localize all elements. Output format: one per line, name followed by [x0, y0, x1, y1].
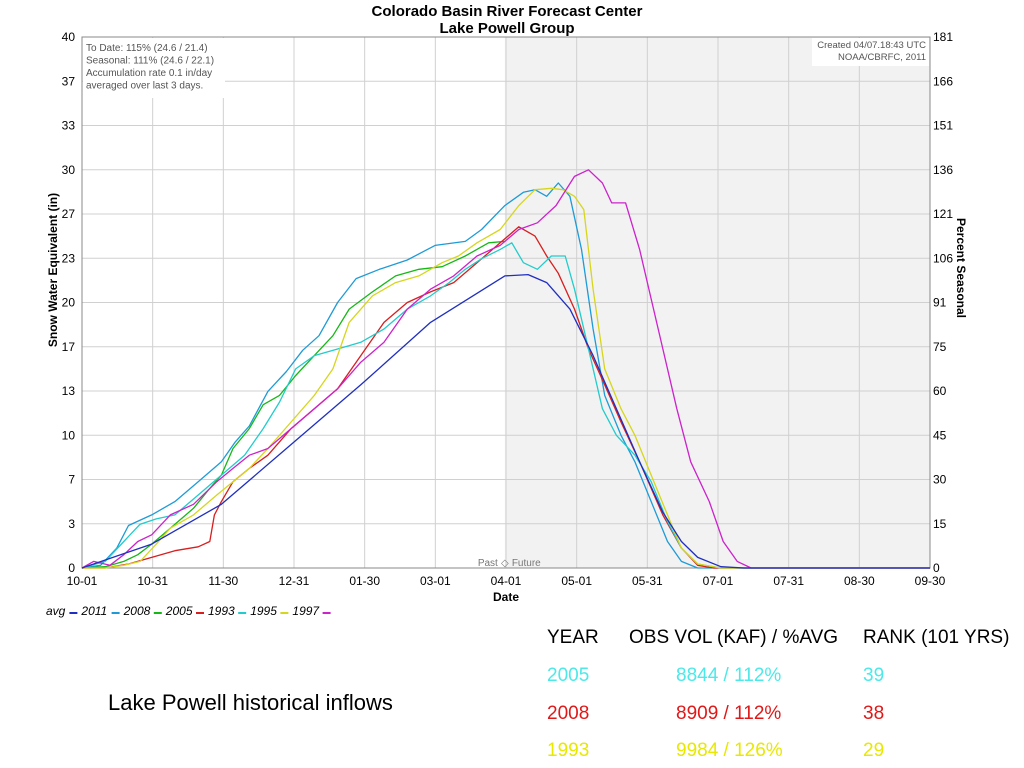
info-box-left: To Date: 115% (24.6 / 21.4) Seasonal: 111…	[83, 38, 225, 98]
series-line-2008	[81, 240, 505, 569]
info-left-line: To Date: 115% (24.6 / 21.4)	[86, 43, 208, 54]
series-line-2011	[81, 182, 930, 569]
x-tick-label: 11-30	[208, 574, 238, 588]
y2-tick-label: 75	[933, 340, 947, 354]
legend: avg 2011 2008 2005 1993 1995 1997	[46, 604, 331, 618]
info-left-line: Seasonal: 111% (24.6 / 22.1)	[86, 56, 214, 67]
y2-tick-label: 181	[933, 30, 953, 44]
past-future-marker: ◇	[501, 558, 509, 569]
table-cell-year: 2008	[547, 703, 590, 724]
y2-tick-label: 15	[933, 517, 947, 531]
series-line-2005	[82, 226, 930, 569]
x-tick-label: 12-31	[279, 574, 310, 588]
table-cell-year: 2005	[547, 665, 590, 686]
x-tick-label: 07-31	[773, 574, 804, 588]
x-tick-label: 10-01	[67, 574, 98, 588]
y-tick-label: 7	[68, 473, 75, 487]
x-tick-label: 01-30	[349, 574, 380, 588]
y2-tick-label: 60	[933, 384, 947, 398]
y-tick-label: 33	[62, 119, 76, 133]
x-tick-label: 04-01	[491, 574, 522, 588]
x-axis-label: Date	[493, 590, 519, 604]
y2-tick-label: 106	[933, 251, 953, 265]
x-tick-label: 10-31	[137, 574, 168, 588]
table-cell-vol: 9984 / 126%	[676, 740, 783, 761]
y-tick-label: 13	[62, 384, 76, 398]
info-left-line: averaged over last 3 days.	[86, 81, 203, 92]
x-tick-label: 09-30	[915, 574, 946, 588]
y-tick-label: 3	[68, 517, 75, 531]
y2-axis-label: Percent Seasonal	[954, 218, 968, 318]
series-line-1997	[81, 169, 930, 569]
y-tick-label: 20	[62, 296, 76, 310]
legend-label-1993: 1993	[208, 604, 235, 618]
table-header-volume: OBS VOL (KAF) / %AVG	[629, 627, 839, 648]
y2-tick-label: 91	[933, 296, 947, 310]
y-tick-label: 0	[68, 561, 75, 575]
table-cell-year: 1993	[547, 740, 590, 761]
table-header-year: YEAR	[547, 627, 599, 648]
series-layer	[81, 169, 930, 569]
x-tick-label: 08-30	[844, 574, 875, 588]
plot-border	[81, 36, 931, 569]
legend-label-2005: 2005	[165, 604, 193, 618]
y-tick-label: 23	[62, 251, 76, 265]
y-tick-label: 17	[62, 340, 76, 354]
table-cell-rank: 29	[863, 740, 885, 761]
info-right-bg	[812, 38, 929, 66]
past-label: Past	[478, 558, 498, 569]
table-cell-vol: 8909 / 112%	[676, 703, 782, 724]
caption: Lake Powell historical inflows	[108, 690, 393, 715]
chart-subtitle: Lake Powell Group	[439, 20, 574, 37]
table-header-rank: RANK (101 YRS)	[863, 627, 1010, 648]
axis-ticks: 10-01 10-31 11-30 12-31 01-30 03-01 04-01 05-01…	[62, 30, 954, 588]
series-line-1995	[82, 187, 930, 569]
snow-water-chart: Colorado Basin River Forecast Center Lak…	[46, 3, 968, 618]
table-cell-rank: 38	[863, 703, 885, 724]
chart-title: Colorado Basin River Forecast Center	[372, 3, 643, 20]
y-tick-label: 27	[62, 207, 76, 221]
future-label: Future	[512, 558, 541, 569]
x-tick-label: 07-01	[703, 574, 734, 588]
series-line-1993	[81, 242, 930, 569]
y2-tick-label: 30	[933, 473, 947, 487]
info-left-line: Accumulation rate 0.1 in/day	[86, 68, 212, 79]
info-left-bg	[83, 38, 225, 98]
x-tick-label: 05-31	[632, 574, 663, 588]
y2-tick-label: 121	[933, 207, 953, 221]
y-tick-label: 10	[62, 428, 76, 442]
x-tick-label: 03-01	[420, 574, 451, 588]
y2-tick-label: 45	[933, 428, 947, 442]
table-cell-rank: 39	[863, 665, 885, 686]
info-right-line: NOAA/CBRFC, 2011	[838, 52, 926, 63]
series-line-avg	[81, 273, 930, 569]
legend-label-1995: 1995	[250, 604, 277, 618]
y-axis-label: Snow Water Equivalent (in)	[46, 193, 60, 347]
y2-tick-label: 136	[933, 163, 953, 177]
legend-label-avg: avg	[46, 604, 66, 618]
y-tick-label: 40	[62, 30, 76, 44]
y2-tick-label: 166	[933, 74, 953, 88]
table-cell-vol: 8844 / 112%	[676, 665, 782, 686]
info-right-line: Created 04/07.18:43 UTC	[817, 40, 926, 51]
y-tick-label: 30	[62, 163, 76, 177]
legend-label-1997: 1997	[292, 604, 320, 618]
y2-tick-label: 151	[933, 119, 953, 133]
x-tick-label: 05-01	[561, 574, 592, 588]
legend-label-2008: 2008	[123, 604, 151, 618]
y-tick-label: 37	[62, 74, 76, 88]
y2-tick-label: 0	[933, 561, 940, 575]
legend-label-2011: 2011	[80, 604, 107, 618]
